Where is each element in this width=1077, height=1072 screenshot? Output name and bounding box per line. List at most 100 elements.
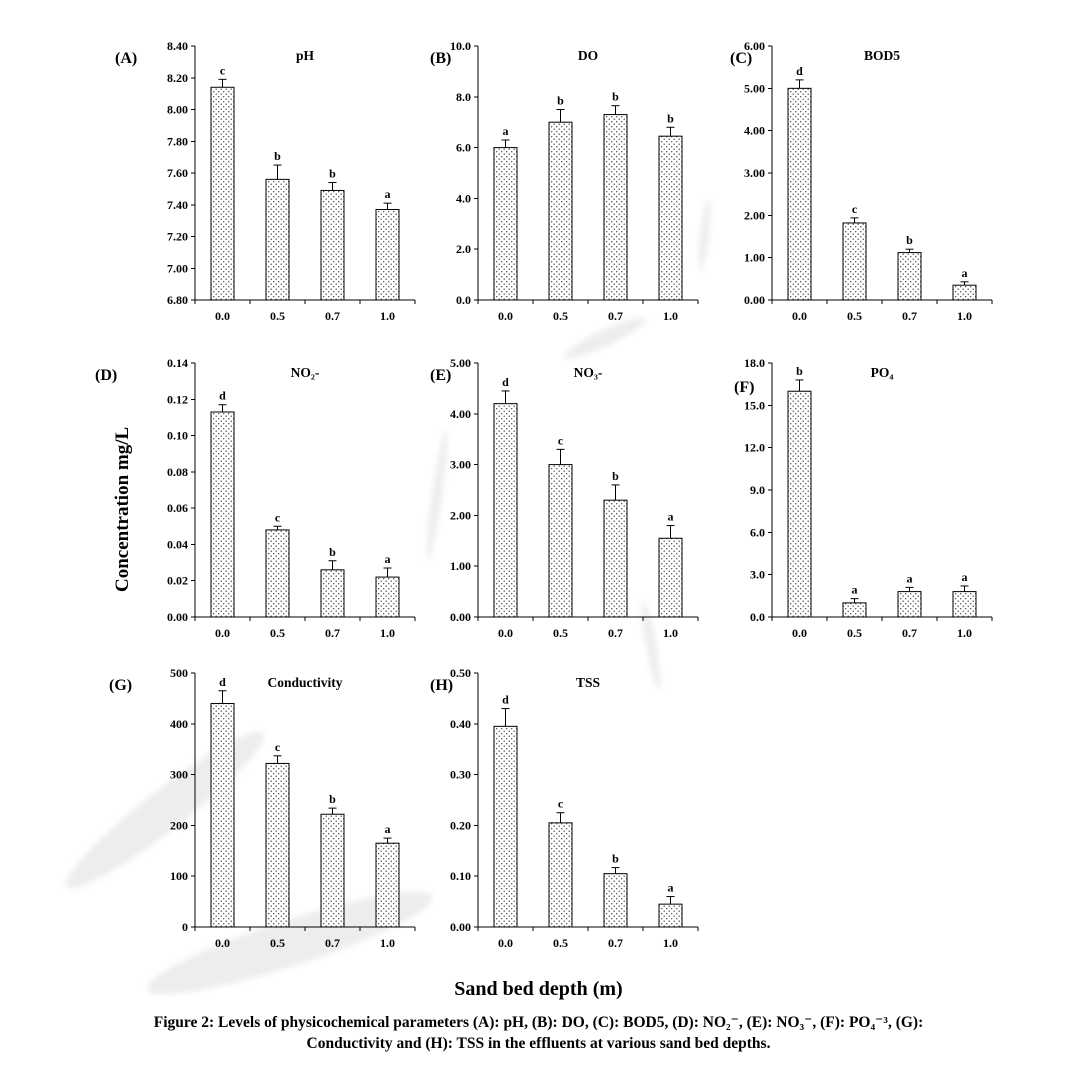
x-tick-label: 0.5 [553,626,568,640]
significance-letter: c [558,433,564,447]
bar [658,537,683,618]
x-tick-label: 1.0 [663,626,678,640]
bar [210,411,235,618]
y-tick-label: 0.14 [167,356,188,370]
x-tick-label: 1.0 [663,936,678,950]
x-tick-label: 0.5 [553,309,568,323]
chart-svg: 0.00 1.00 2.00 3.00 4.00 5.00 6.00 d 0.0 c 0.5 b 0.7… [744,39,993,323]
bar [897,591,922,618]
bar [842,222,867,301]
y-tick-label: 0.06 [167,501,188,515]
chart-svg: 0.00 0.10 0.20 0.30 0.40 0.50 d 0.0 c 0.5 b 0.7 a 1.0… [450,666,699,950]
significance-letter: c [220,63,226,77]
bar [493,147,518,301]
y-tick-label: 2.00 [450,508,471,522]
y-tick-label: 0.30 [450,768,471,782]
x-tick-label: 0.7 [902,626,917,640]
bar [842,602,867,618]
y-tick-label: 15.0 [744,398,765,412]
chart-panel-h: (H) 0.00 0.10 0.20 0.30 0.40 0.50 d 0.0 c 0.5 b 0.7… [378,655,708,965]
y-tick-label: 0.00 [167,610,188,624]
bar [952,591,977,618]
y-tick-label: 8.40 [167,39,188,53]
y-tick-label: 400 [170,717,188,731]
y-tick-label: 5.00 [744,81,765,95]
y-tick-label: 0.02 [167,574,188,588]
chart-title: DO [578,48,598,63]
x-tick-label: 0.7 [608,309,623,323]
y-tick-label: 8.00 [167,103,188,117]
x-tick-label: 0.0 [792,626,807,640]
y-tick-label: 0.10 [167,429,188,443]
figure-caption-line1: Figure 2: Levels of physicochemical para… [153,1014,924,1031]
x-tick-label: 0.0 [498,309,513,323]
bar [493,403,518,618]
significance-letter: a [962,570,968,584]
y-tick-label: 7.00 [167,261,188,275]
chart-panel-b: (B) 0.0 2.0 4.0 6.0 8.0 10.0 a 0.0 b 0.5 b 0.7 b 1.0 D… [378,28,708,338]
bar [952,284,977,301]
x-tick-label: 1.0 [957,309,972,323]
y-tick-label: 4.00 [744,124,765,138]
y-tick-label: 1.00 [450,559,471,573]
significance-letter: c [275,510,281,524]
chart-title: BOD5 [864,48,900,63]
bar [210,702,235,928]
y-tick-label: 2.0 [456,242,471,256]
x-tick-label: 0.7 [902,309,917,323]
y-tick-label: 7.80 [167,134,188,148]
significance-letter: d [502,693,509,707]
x-tick-label: 0.0 [498,626,513,640]
y-tick-label: 0.00 [450,920,471,934]
y-tick-label: 200 [170,818,188,832]
panel-label-f: (F) [734,379,755,396]
significance-letter: b [612,469,619,483]
chart-panel-d: (D) 0.00 0.02 0.04 0.06 0.08 0.10 0.12 0.14 d 0.0… [95,345,425,655]
bar [320,813,345,928]
significance-letter: a [385,552,391,566]
panel-label-h: (H) [430,677,454,694]
bar [603,873,628,928]
bar [548,464,573,618]
bar [265,178,290,301]
chart-title: pH [296,48,315,63]
significance-letter: c [558,797,564,811]
x-tick-label: 0.7 [325,309,340,323]
significance-letter: d [502,375,509,389]
bar [603,114,628,301]
y-tick-label: 0.50 [450,666,471,680]
y-tick-label: 0.40 [450,717,471,731]
significance-letter: a [385,822,391,836]
y-tick-label: 5.00 [450,356,471,370]
figure-caption-line2: Conductivity and (H): TSS in the effluen… [306,1035,771,1052]
y-tick-label: 100 [170,869,188,883]
x-tick-label: 0.0 [498,936,513,950]
significance-letter: a [668,881,674,895]
y-tick-label: 7.40 [167,198,188,212]
bar [787,390,812,618]
significance-letter: b [329,167,336,181]
x-tick-label: 1.0 [663,309,678,323]
significance-letter: b [329,792,336,806]
y-tick-label: 7.60 [167,166,188,180]
y-tick-label: 2.00 [744,208,765,222]
x-tick-label: 0.7 [325,936,340,950]
y-axis-label: Concentration mg/L [112,426,133,592]
x-tick-label: 1.0 [380,626,395,640]
significance-letter: b [906,233,913,247]
y-tick-label: 300 [170,768,188,782]
significance-letter: b [667,111,674,125]
bar [548,121,573,301]
y-tick-label: 8.0 [456,90,471,104]
y-tick-label: 0.0 [750,610,765,624]
y-tick-label: 500 [170,666,188,680]
bar [320,189,345,301]
significance-letter: c [852,202,858,216]
x-axis-label: Sand bed depth (m) [454,978,623,1000]
y-tick-label: 0.00 [450,610,471,624]
x-tick-label: 0.5 [270,936,285,950]
x-tick-label: 1.0 [380,936,395,950]
bar [265,762,290,928]
chart-title: PO₄ [871,365,894,380]
y-tick-label: 9.0 [750,483,765,497]
